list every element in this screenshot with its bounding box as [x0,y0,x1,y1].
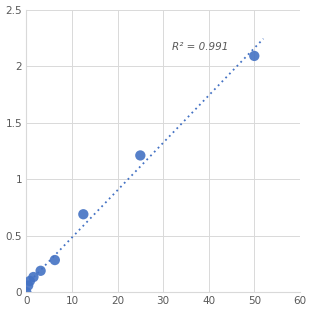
Point [38,268,43,273]
Point [31,275,36,280]
Point [27,279,32,284]
Point [138,153,143,158]
Point [26,283,31,288]
Text: R² = 0.991: R² = 0.991 [172,42,229,52]
Point [252,53,257,58]
Point [81,212,86,217]
Point [52,257,57,262]
Point [24,290,29,295]
